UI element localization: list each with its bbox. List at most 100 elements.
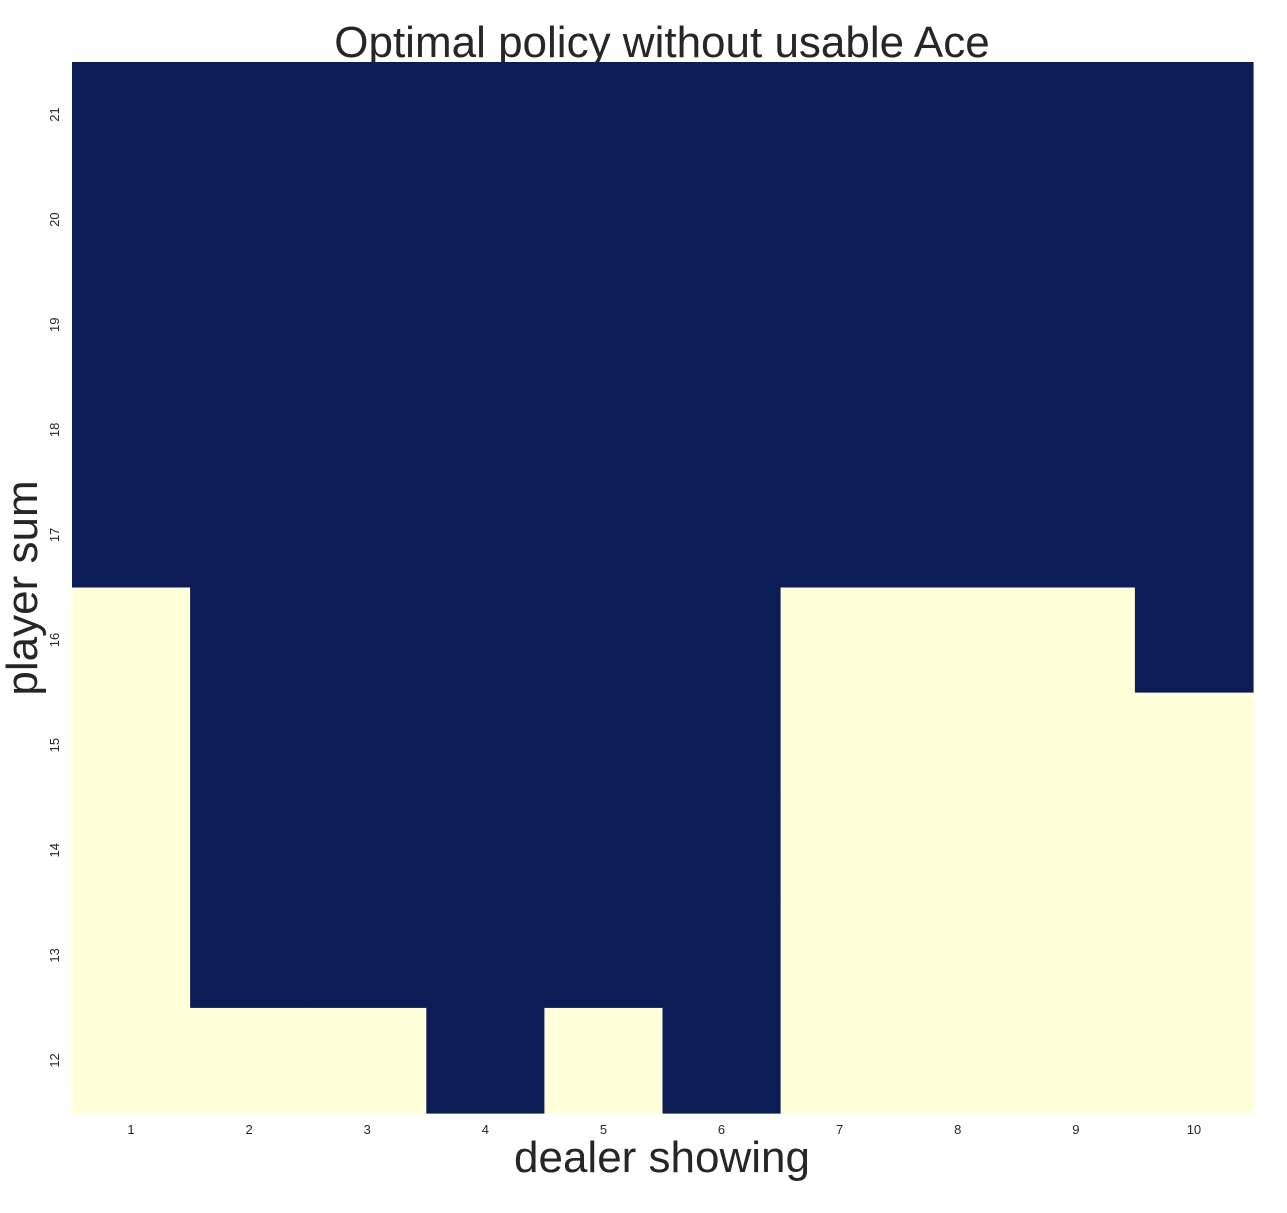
x-tick-label: 9 [1072, 1122, 1079, 1137]
heatmap-cell-16-1 [72, 587, 191, 694]
heatmap-cell-16-2 [190, 587, 309, 694]
x-tick-label: 5 [600, 1122, 607, 1137]
heatmap-cell-18-6 [662, 377, 782, 483]
heatmap-cell-15-2 [190, 692, 309, 799]
heatmap-cell-16-10 [1134, 587, 1254, 694]
y-tick-label: 19 [47, 318, 62, 332]
heatmap-cell-21-3 [308, 62, 427, 168]
heatmap-cell-12-3 [308, 1007, 427, 1114]
heatmap-cell-21-10 [1134, 62, 1254, 168]
y-tick-label: 20 [47, 212, 62, 226]
heatmap-cell-14-8 [898, 797, 1018, 904]
heatmap-cell-19-7 [780, 272, 900, 378]
heatmap-cell-14-2 [190, 797, 309, 904]
heatmap-cell-20-3 [308, 167, 427, 273]
heatmap-cell-20-6 [662, 167, 782, 273]
heatmap-cell-16-5 [544, 587, 664, 694]
heatmap-cell-13-6 [662, 902, 782, 1009]
y-tick-label: 12 [47, 1053, 62, 1067]
heatmap-cell-17-7 [780, 482, 900, 589]
heatmap-cell-18-10 [1134, 377, 1254, 483]
heatmap-cell-15-3 [308, 692, 427, 799]
heatmap-cell-12-2 [190, 1007, 309, 1114]
heatmap-cell-14-10 [1134, 797, 1254, 904]
heatmap-cell-14-1 [72, 797, 191, 904]
heatmap-cell-19-6 [662, 272, 782, 378]
heatmap-cell-20-9 [1016, 167, 1136, 273]
x-tick-label: 3 [364, 1122, 371, 1137]
heatmap-cell-17-6 [662, 482, 782, 589]
heatmap-cell-19-9 [1016, 272, 1136, 378]
x-tick-label: 6 [718, 1122, 725, 1137]
heatmap-cell-17-3 [308, 482, 427, 589]
heatmap-cell-19-10 [1134, 272, 1254, 378]
heatmap-cell-21-6 [662, 62, 782, 168]
x-tick-labels: 1 2 3 4 5 6 7 8 9 10 [127, 1122, 1201, 1137]
heatmap-cell-16-8 [898, 587, 1018, 694]
heatmap-cell-21-9 [1016, 62, 1136, 168]
heatmap-cell-19-4 [426, 272, 545, 378]
heatmap-cell-12-8 [898, 1007, 1018, 1114]
y-tick-label: 13 [47, 948, 62, 962]
heatmap-cell-21-1 [72, 62, 191, 168]
heatmap-cell-21-7 [780, 62, 900, 168]
heatmap-cell-14-6 [662, 797, 782, 904]
y-tick-label: 17 [47, 528, 62, 542]
x-tick-label: 7 [836, 1122, 843, 1137]
heatmap-cell-20-8 [898, 167, 1018, 273]
y-tick-label: 15 [47, 738, 62, 752]
x-tick-label: 1 [127, 1122, 134, 1137]
heatmap-cell-15-6 [662, 692, 782, 799]
y-tick-labels: 21 20 19 18 17 16 15 14 13 12 [47, 107, 62, 1067]
heatmap-cell-18-3 [308, 377, 427, 483]
heatmap-cell-17-9 [1016, 482, 1136, 589]
heatmap-cell-17-10 [1134, 482, 1254, 589]
heatmap-cell-12-7 [780, 1007, 900, 1114]
heatmap-cell-15-9 [1016, 692, 1136, 799]
heatmap-cell-12-6 [662, 1007, 782, 1114]
heatmap-cell-17-8 [898, 482, 1018, 589]
heatmap-cell-14-9 [1016, 797, 1136, 904]
heatmap-cell-21-2 [190, 62, 309, 168]
heatmap-cell-15-7 [780, 692, 900, 799]
x-axis-label: dealer showing [514, 1133, 810, 1182]
heatmap-cell-20-5 [544, 167, 664, 273]
heatmap-cell-16-9 [1016, 587, 1136, 694]
heatmap-cell-13-7 [780, 902, 900, 1009]
heatmap-cell-12-9 [1016, 1007, 1136, 1114]
heatmap-cell-18-7 [780, 377, 900, 483]
heatmap-cell-18-4 [426, 377, 545, 483]
heatmap-cell-17-5 [544, 482, 664, 589]
heatmap-cell-12-4 [426, 1007, 545, 1114]
x-tick-label: 8 [954, 1122, 961, 1137]
heatmap-cell-14-4 [426, 797, 545, 904]
heatmap-cell-16-4 [426, 587, 545, 694]
heatmap-cell-13-1 [72, 902, 191, 1009]
heatmap-cell-18-9 [1016, 377, 1136, 483]
heatmap-cell-13-8 [898, 902, 1018, 1009]
heatmap-cell-19-3 [308, 272, 427, 378]
y-tick-label: 18 [47, 423, 62, 437]
heatmap-cell-20-10 [1134, 167, 1254, 273]
heatmap-cell-13-3 [308, 902, 427, 1009]
heatmap-cell-13-2 [190, 902, 309, 1009]
heatmap-cell-17-4 [426, 482, 545, 589]
heatmap-cell-15-8 [898, 692, 1018, 799]
heatmap-cell-18-8 [898, 377, 1018, 483]
y-tick-label: 16 [47, 633, 62, 647]
x-tick-label: 10 [1187, 1122, 1201, 1137]
heatmap-cell-14-7 [780, 797, 900, 904]
heatmap-cell-19-8 [898, 272, 1018, 378]
heatmap-cell-18-5 [544, 377, 664, 483]
heatmap-cells [72, 62, 1254, 1114]
heatmap-cell-15-1 [72, 692, 191, 799]
heatmap-cell-20-4 [426, 167, 545, 273]
heatmap-cell-15-4 [426, 692, 545, 799]
heatmap-cell-21-8 [898, 62, 1018, 168]
heatmap-cell-14-3 [308, 797, 427, 904]
heatmap-cell-17-1 [72, 482, 191, 589]
heatmap-cell-12-1 [72, 1007, 191, 1114]
heatmap-cell-20-1 [72, 167, 191, 273]
heatmap-cell-19-1 [72, 272, 191, 378]
heatmap-cell-21-4 [426, 62, 545, 168]
